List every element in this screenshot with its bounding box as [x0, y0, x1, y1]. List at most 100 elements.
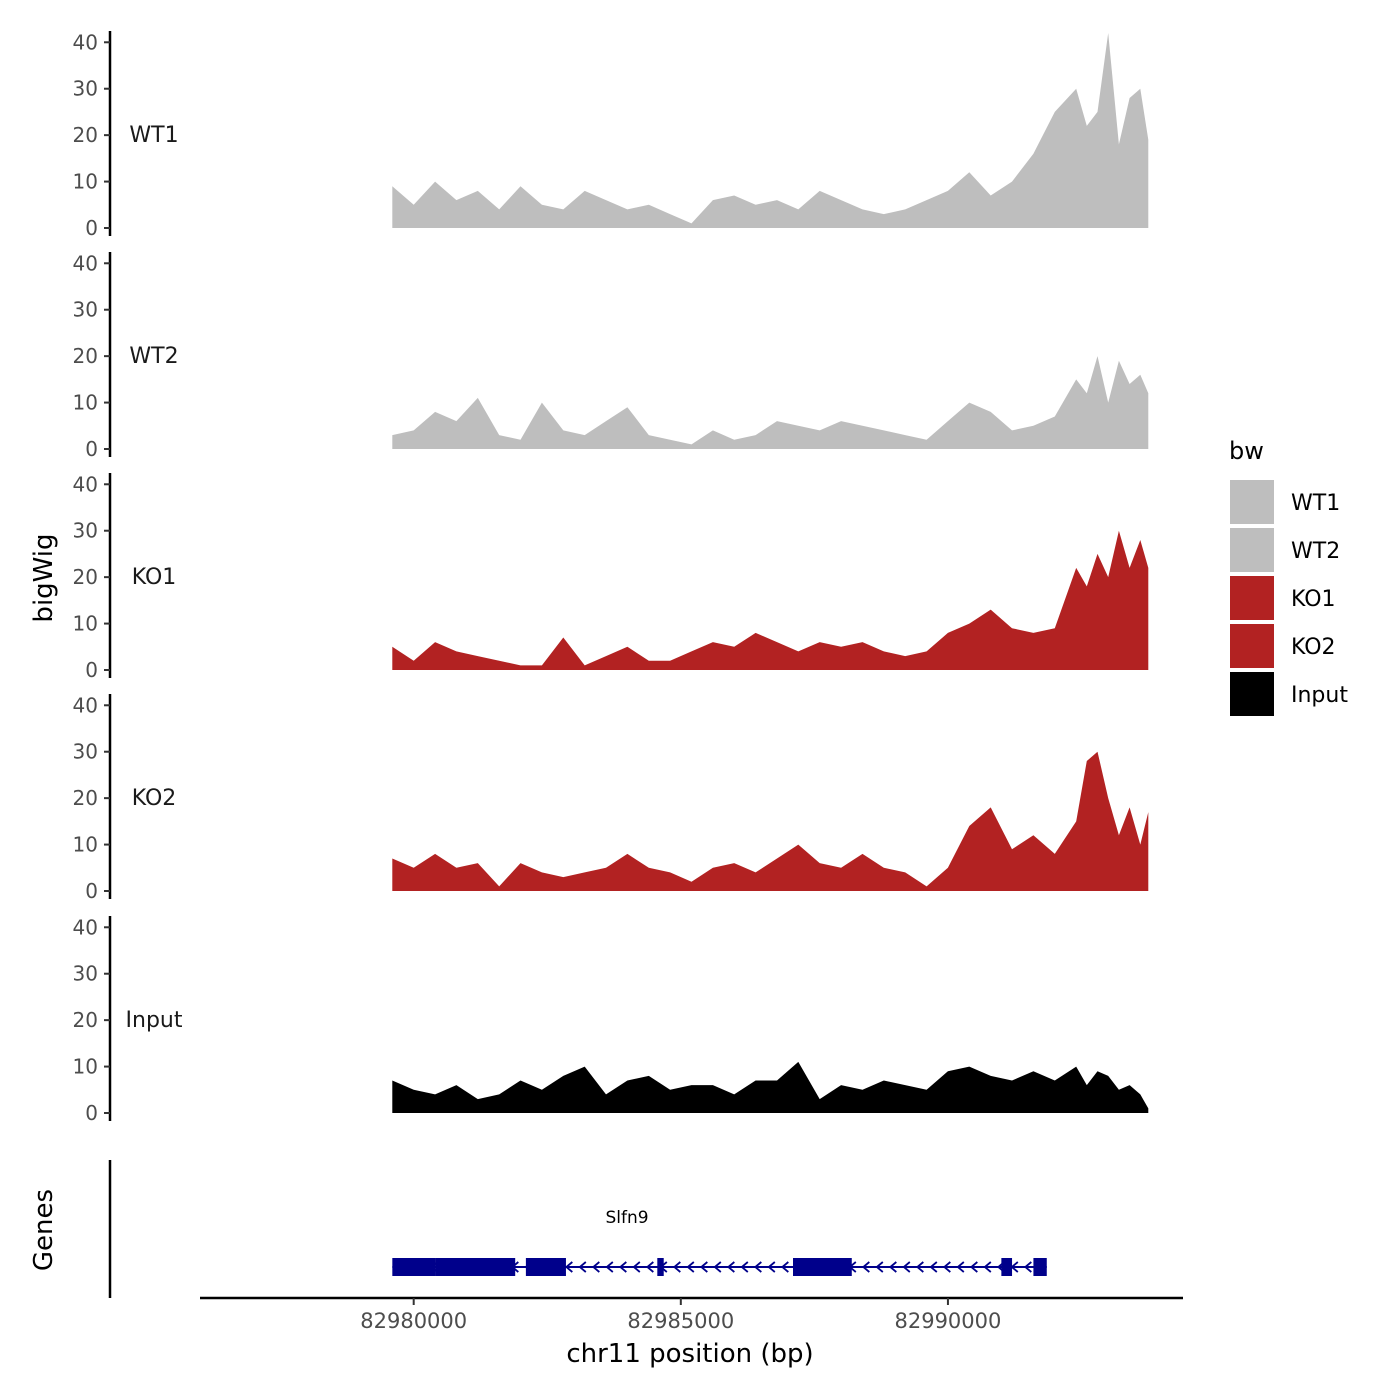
x-axis-title: chr11 position (bp) — [566, 1339, 813, 1369]
track-name-label: WT2 — [129, 344, 178, 369]
y-tick-label: 30 — [73, 77, 98, 101]
y-tick-label: 10 — [73, 612, 98, 636]
gene-track: Slfn9 — [108, 1160, 1047, 1298]
y-tick-label: 20 — [73, 123, 98, 147]
strand-arrow — [956, 1261, 965, 1273]
y-tick-label: 0 — [85, 879, 98, 903]
strand-arrow — [861, 1261, 870, 1273]
track-name-label: WT1 — [129, 123, 178, 148]
strand-arrow — [713, 1261, 722, 1273]
track-panel-ko1: 0 10 20 30 40 KO1 — [73, 472, 1149, 682]
gene-exon — [1033, 1258, 1047, 1276]
y-tick-label: 0 — [85, 1101, 98, 1125]
y-tick-label: 20 — [73, 344, 98, 368]
y-tick-label: 30 — [73, 740, 98, 764]
legend-swatch — [1230, 576, 1274, 620]
strand-arrow — [929, 1261, 938, 1273]
legend-swatch — [1230, 480, 1274, 524]
strand-arrow — [740, 1261, 749, 1273]
coverage-area-wt1 — [392, 33, 1149, 228]
legend-label: WT1 — [1291, 491, 1340, 516]
legend-item-wt1: WT1 — [1230, 480, 1340, 524]
strand-arrow — [780, 1261, 789, 1273]
y-tick-label: 30 — [73, 298, 98, 322]
gene-exon — [525, 1258, 566, 1276]
y-tick-label: 0 — [85, 216, 98, 240]
y-tick-label: 10 — [73, 833, 98, 857]
legend-label: WT2 — [1291, 539, 1340, 564]
coverage-area-ko1 — [392, 530, 1149, 670]
legend-item-wt2: WT2 — [1230, 528, 1340, 572]
track-name-label: KO2 — [132, 786, 177, 811]
y-tick-label: 10 — [73, 170, 98, 194]
strand-arrow — [969, 1261, 978, 1273]
y-tick-label: 0 — [85, 658, 98, 682]
strand-arrow — [1023, 1261, 1032, 1273]
legend: bw WT1 WT2 KO1 KO2 Input — [1229, 437, 1348, 716]
gene-exon — [1001, 1258, 1013, 1276]
x-axis: 82980000 82985000 82990000 — [200, 1296, 1183, 1333]
gene-track-label: Genes — [29, 1189, 59, 1271]
strand-arrow — [902, 1261, 911, 1273]
y-tick-label: 40 — [73, 251, 98, 275]
y-axis-label: bigWig — [29, 533, 59, 622]
strand-arrow — [564, 1261, 573, 1273]
y-tick-label: 40 — [73, 30, 98, 54]
bigwig-tracks: 0 10 20 30 40 WT1 0 10 20 30 40 WT2 0 10 20 30 40 KO1 0 10 2… — [73, 30, 1149, 1125]
coverage-area-wt2 — [392, 356, 1149, 449]
y-tick-label: 30 — [73, 519, 98, 543]
track-name-label: KO1 — [132, 565, 177, 590]
y-tick-label: 20 — [73, 1008, 98, 1032]
y-tick-label: 40 — [73, 472, 98, 496]
gene-exon — [392, 1258, 436, 1276]
coverage-area-ko2 — [392, 751, 1149, 891]
strand-arrow — [983, 1261, 992, 1273]
strand-arrow — [578, 1261, 587, 1273]
gene-exon — [793, 1258, 852, 1276]
strand-arrow — [915, 1261, 924, 1273]
track-panel-wt2: 0 10 20 30 40 WT2 — [73, 251, 1149, 461]
y-tick-label: 10 — [73, 1055, 98, 1079]
y-tick-label: 20 — [73, 565, 98, 589]
strand-arrow — [726, 1261, 735, 1273]
y-tick-label: 10 — [73, 391, 98, 415]
legend-item-ko1: KO1 — [1230, 576, 1336, 620]
track-panel-input: 0 10 20 30 40 Input — [73, 915, 1149, 1125]
legend-swatch — [1230, 672, 1274, 716]
strand-arrow — [699, 1261, 708, 1273]
gene-name-label: Slfn9 — [605, 1208, 648, 1228]
y-tick-label: 40 — [73, 693, 98, 717]
strand-arrow — [753, 1261, 762, 1273]
strand-arrow — [605, 1261, 614, 1273]
y-tick-label: 30 — [73, 962, 98, 986]
strand-arrow — [875, 1261, 884, 1273]
gene-exon — [435, 1258, 516, 1276]
x-tick-label: 82990000 — [894, 1309, 1001, 1333]
gene-model: Slfn9 — [392, 1208, 1047, 1276]
legend-swatch — [1230, 528, 1274, 572]
x-tick-label: 82985000 — [627, 1309, 734, 1333]
strand-arrow — [672, 1261, 681, 1273]
y-tick-label: 0 — [85, 437, 98, 461]
strand-arrow — [591, 1261, 600, 1273]
coverage-area-input — [392, 1061, 1149, 1113]
strand-arrow — [942, 1261, 951, 1273]
strand-arrow — [632, 1261, 641, 1273]
y-tick-label: 40 — [73, 915, 98, 939]
legend-label: KO1 — [1291, 587, 1336, 612]
track-panel-wt1: 0 10 20 30 40 WT1 — [73, 30, 1149, 240]
strand-arrow — [888, 1261, 897, 1273]
legend-label: KO2 — [1291, 635, 1336, 660]
strand-arrow — [618, 1261, 627, 1273]
track-name-label: Input — [126, 1008, 183, 1033]
strand-arrow — [645, 1261, 654, 1273]
legend-item-ko2: KO2 — [1230, 624, 1336, 668]
y-tick-label: 20 — [73, 786, 98, 810]
legend-title: bw — [1229, 437, 1264, 465]
x-tick-label: 82980000 — [360, 1309, 467, 1333]
strand-arrow — [767, 1261, 776, 1273]
gene-exon — [657, 1258, 664, 1276]
legend-item-input: Input — [1230, 672, 1348, 716]
strand-arrow — [686, 1261, 695, 1273]
